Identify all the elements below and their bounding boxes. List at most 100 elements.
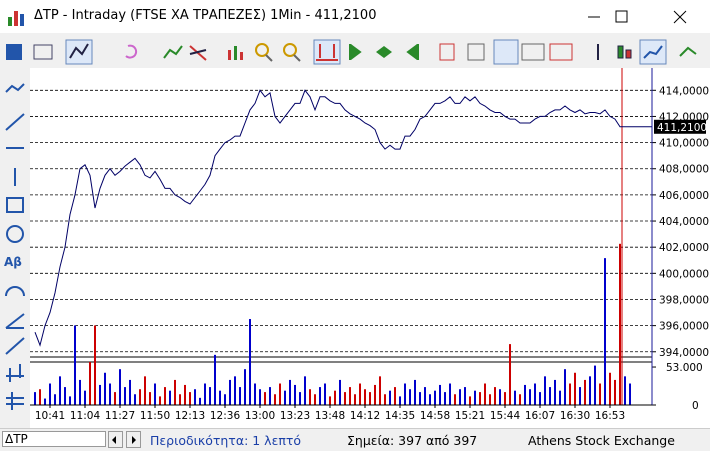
volume-bar: [609, 372, 611, 405]
volume-bar: [614, 379, 616, 405]
volume-bar: [394, 387, 396, 405]
volume-bar: [569, 383, 571, 405]
volume-bar: [299, 392, 301, 405]
volume-bar: [214, 354, 216, 405]
volume-bar: [324, 383, 326, 405]
volume-bar: [329, 396, 331, 405]
symbol-combo[interactable]: ΔΤΡ: [2, 431, 106, 447]
drawing-tools[interactable]: Aβ: [0, 68, 30, 428]
volume-bar: [54, 394, 56, 405]
volume-bar: [184, 384, 186, 405]
volume-bar: [424, 387, 426, 405]
volume-bar: [44, 398, 46, 405]
window-controls[interactable]: [580, 0, 710, 33]
volume-bar: [144, 376, 146, 405]
volume-bar: [259, 389, 261, 405]
volume-bar: [519, 394, 521, 405]
y-tick-label: 394,0000: [659, 347, 709, 359]
volume-bar: [439, 384, 441, 405]
volume-bar: [534, 383, 536, 405]
volume-bar: [289, 379, 291, 405]
points: Σημεία: 397 από 397: [347, 433, 478, 448]
volume-bar: [399, 396, 401, 405]
volume-bar: [529, 389, 531, 405]
status-bar: ΔΤΡ Περιοδικότητα: 1 λεπτό Σημεία: 397 α…: [0, 428, 710, 451]
volume-bar: [334, 390, 336, 405]
volume-bar: [369, 392, 371, 405]
app-icon: [8, 11, 24, 26]
volume-bar: [339, 379, 341, 405]
volume-bar: [559, 390, 561, 405]
volume-bar: [189, 392, 191, 405]
volume-bar: [194, 389, 196, 405]
y-tick-label: 398,0000: [659, 294, 709, 306]
window-title: ΔΤΡ - Intraday (FTSE ΧΑ ΤΡΑΠΕΖΕΣ) 1Min -…: [34, 8, 377, 23]
volume-bar: [219, 390, 221, 405]
volume-bar: [139, 389, 141, 405]
volume-bar: [444, 392, 446, 405]
volume-bar: [94, 325, 96, 405]
volume-bar: [179, 394, 181, 405]
volume-bar: [59, 376, 61, 405]
volume-bar: [484, 383, 486, 405]
nav-buttons[interactable]: [108, 431, 148, 449]
x-tick-label: 14:35: [385, 410, 415, 422]
y-tick-label: 408,0000: [659, 164, 709, 176]
volume-bar: [204, 383, 206, 405]
volume-bar: [229, 379, 231, 405]
volume-bar: [124, 387, 126, 405]
volume-bar: [504, 392, 506, 405]
volume-bar: [574, 372, 576, 405]
volume-bar: [274, 394, 276, 405]
volume-bar: [464, 387, 466, 405]
price-line: [34, 89, 630, 347]
symbol: ΔΤΡ: [5, 432, 28, 446]
volume-bar: [414, 379, 416, 405]
svg-text:Aβ: Aβ: [4, 255, 22, 269]
last-value-box: [654, 119, 706, 134]
y-tick-label: 400,0000: [659, 268, 709, 280]
volume-bar: [89, 362, 91, 405]
x-tick-label: 13:00: [245, 410, 275, 422]
x-tick-label: 15:44: [490, 410, 521, 422]
x-tick-label: 11:50: [140, 410, 170, 422]
x-tick-label: 16:07: [525, 410, 555, 422]
y-tick-label: 396,0000: [659, 321, 709, 333]
volume-bar: [79, 379, 81, 405]
volume-bar: [164, 387, 166, 405]
volume-bar: [624, 376, 626, 405]
volume-bar: [269, 387, 271, 405]
volume-bar: [499, 389, 501, 405]
volume-bar: [589, 376, 591, 405]
y-tick-label: 404,0000: [659, 216, 709, 228]
volume-bar: [539, 392, 541, 405]
x-tick-label: 16:53: [595, 410, 625, 422]
x-tick-label: 13:48: [315, 410, 345, 422]
last-value-label: 411,2100: [657, 122, 707, 134]
volume-bar: [169, 390, 171, 405]
volume-bar: [244, 369, 246, 405]
volume-bar: [264, 392, 266, 405]
volume-bar: [254, 383, 256, 405]
toolbar[interactable]: [0, 34, 710, 69]
volume-bar: [429, 394, 431, 405]
volume-bar: [494, 387, 496, 405]
volume-bar: [454, 394, 456, 405]
volume-bar: [584, 379, 586, 405]
volume-bar: [344, 392, 346, 405]
exchange: Athens Stock Exchange: [528, 433, 675, 448]
volume-bar: [594, 365, 596, 405]
volume-bar: [599, 383, 601, 405]
volume-bar: [134, 394, 136, 405]
volume-bar: [64, 387, 66, 405]
x-tick-label: 14:58: [420, 410, 450, 422]
volume-bar: [449, 383, 451, 405]
volume-bar: [74, 325, 76, 405]
volume-bar: [284, 390, 286, 405]
x-tick-label: 12:36: [210, 410, 241, 422]
volume-bar: [619, 243, 621, 405]
volume-bar: [209, 387, 211, 405]
period: Περιοδικότητα: 1 λεπτό: [150, 433, 302, 448]
volume-bar: [309, 389, 311, 405]
